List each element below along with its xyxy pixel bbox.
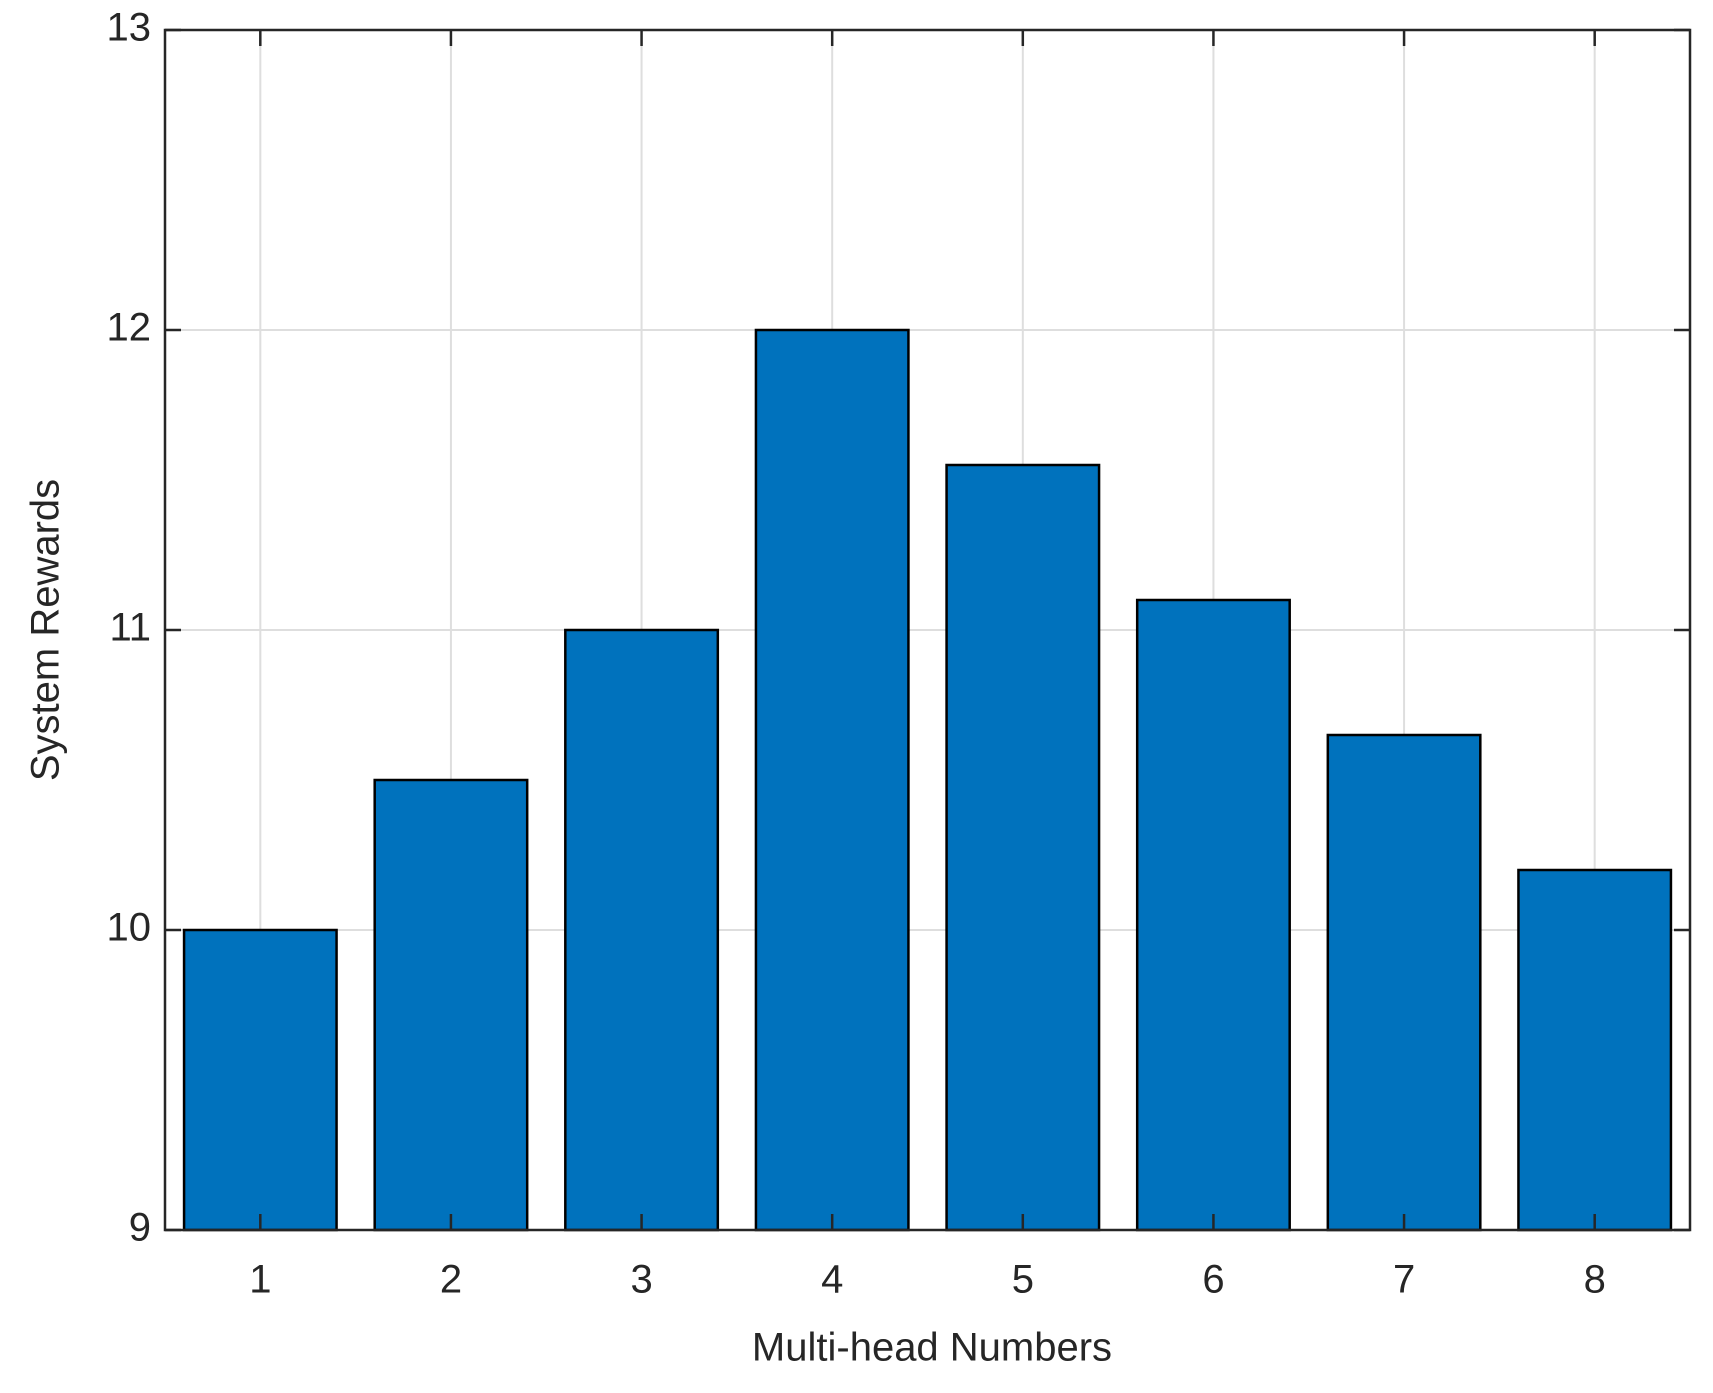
y-tick-label: 10 xyxy=(107,906,152,950)
x-tick-label: 7 xyxy=(1393,1258,1415,1302)
y-tick-label: 12 xyxy=(107,306,152,350)
bar xyxy=(564,628,720,1232)
bar xyxy=(182,928,338,1232)
y-tick-label: 11 xyxy=(109,606,151,650)
x-axis-label: Multi-head Numbers xyxy=(752,1326,1112,1370)
bar xyxy=(1326,733,1482,1232)
bar xyxy=(754,328,910,1232)
x-tick-label: 8 xyxy=(1584,1258,1606,1302)
x-tick-label: 5 xyxy=(1012,1258,1034,1302)
bar xyxy=(945,463,1101,1232)
x-tick-label: 2 xyxy=(440,1258,462,1302)
y-axis-label: System Rewards xyxy=(24,479,68,781)
bar xyxy=(1135,598,1291,1232)
y-tick-label: 13 xyxy=(107,6,152,50)
bar xyxy=(1517,868,1673,1232)
x-tick-label: 1 xyxy=(249,1258,271,1302)
bar xyxy=(373,778,529,1232)
x-tick-label: 6 xyxy=(1202,1258,1224,1302)
x-tick-label: 4 xyxy=(821,1258,843,1302)
y-tick-label: 9 xyxy=(129,1206,151,1250)
x-tick-label: 3 xyxy=(630,1258,652,1302)
